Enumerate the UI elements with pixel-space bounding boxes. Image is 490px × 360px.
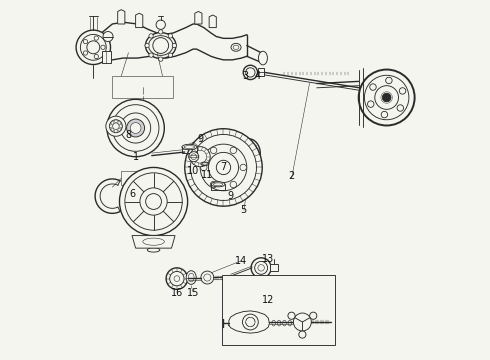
Text: 10: 10: [187, 166, 199, 176]
Text: 11: 11: [201, 170, 214, 180]
Circle shape: [166, 268, 188, 289]
Circle shape: [156, 20, 166, 30]
Circle shape: [76, 30, 111, 64]
Circle shape: [120, 167, 188, 235]
Circle shape: [251, 258, 271, 278]
Ellipse shape: [237, 139, 260, 167]
Text: 3: 3: [242, 71, 248, 81]
Circle shape: [107, 99, 164, 157]
Circle shape: [149, 34, 153, 38]
Circle shape: [185, 129, 262, 206]
Text: 16: 16: [171, 288, 183, 298]
Ellipse shape: [211, 182, 225, 187]
Circle shape: [399, 88, 406, 94]
Text: 4: 4: [254, 71, 261, 81]
Circle shape: [243, 314, 258, 330]
Circle shape: [115, 130, 117, 132]
Circle shape: [130, 123, 141, 134]
Circle shape: [243, 65, 258, 80]
Polygon shape: [195, 12, 202, 24]
Circle shape: [294, 313, 311, 331]
Circle shape: [174, 276, 180, 282]
Circle shape: [258, 265, 265, 271]
Circle shape: [168, 53, 172, 57]
Bar: [221, 275, 335, 345]
Circle shape: [168, 34, 172, 38]
Circle shape: [113, 123, 119, 130]
Circle shape: [172, 43, 176, 48]
Circle shape: [189, 152, 199, 162]
Circle shape: [149, 53, 153, 57]
Circle shape: [368, 101, 374, 107]
Circle shape: [110, 125, 113, 128]
Circle shape: [210, 181, 217, 188]
Ellipse shape: [146, 33, 176, 58]
Text: 12: 12: [262, 295, 274, 305]
Bar: [270, 264, 278, 271]
Ellipse shape: [258, 51, 268, 65]
Circle shape: [381, 111, 388, 118]
Text: 15: 15: [187, 288, 199, 298]
Polygon shape: [136, 13, 143, 28]
Ellipse shape: [186, 271, 196, 284]
Circle shape: [397, 105, 404, 111]
Text: 9: 9: [227, 191, 234, 201]
Ellipse shape: [182, 144, 197, 150]
Text: 14: 14: [235, 256, 247, 266]
Text: 2: 2: [289, 171, 295, 181]
Circle shape: [310, 312, 317, 319]
Circle shape: [200, 164, 207, 171]
Polygon shape: [101, 51, 111, 63]
Circle shape: [115, 120, 117, 123]
Text: 1: 1: [133, 152, 139, 162]
Circle shape: [190, 147, 210, 167]
Ellipse shape: [244, 181, 253, 186]
Circle shape: [119, 125, 122, 128]
Ellipse shape: [147, 248, 160, 252]
Circle shape: [382, 93, 391, 102]
Circle shape: [288, 312, 295, 319]
Text: 9: 9: [197, 134, 203, 144]
Polygon shape: [118, 10, 125, 24]
Circle shape: [159, 30, 163, 34]
Circle shape: [216, 160, 231, 175]
Bar: [258, 68, 264, 76]
Circle shape: [201, 271, 214, 284]
Circle shape: [359, 69, 415, 126]
Circle shape: [140, 188, 167, 215]
Circle shape: [118, 128, 121, 131]
Circle shape: [370, 84, 376, 90]
Circle shape: [230, 147, 237, 154]
Circle shape: [210, 147, 217, 154]
Circle shape: [111, 121, 114, 124]
Circle shape: [386, 77, 392, 84]
Circle shape: [103, 32, 113, 41]
Text: 13: 13: [262, 254, 274, 264]
Polygon shape: [132, 235, 175, 248]
Circle shape: [240, 164, 246, 171]
Circle shape: [145, 43, 149, 48]
Circle shape: [118, 121, 121, 124]
Text: 5: 5: [240, 206, 246, 216]
Circle shape: [126, 119, 145, 137]
Circle shape: [106, 116, 126, 136]
Ellipse shape: [201, 162, 209, 166]
Circle shape: [299, 331, 306, 338]
Circle shape: [111, 128, 114, 131]
Circle shape: [159, 57, 163, 61]
Polygon shape: [209, 15, 216, 28]
Circle shape: [230, 181, 237, 188]
Text: 8: 8: [125, 130, 131, 140]
Ellipse shape: [231, 43, 241, 51]
Text: 7: 7: [220, 162, 226, 172]
Text: 6: 6: [129, 189, 135, 199]
